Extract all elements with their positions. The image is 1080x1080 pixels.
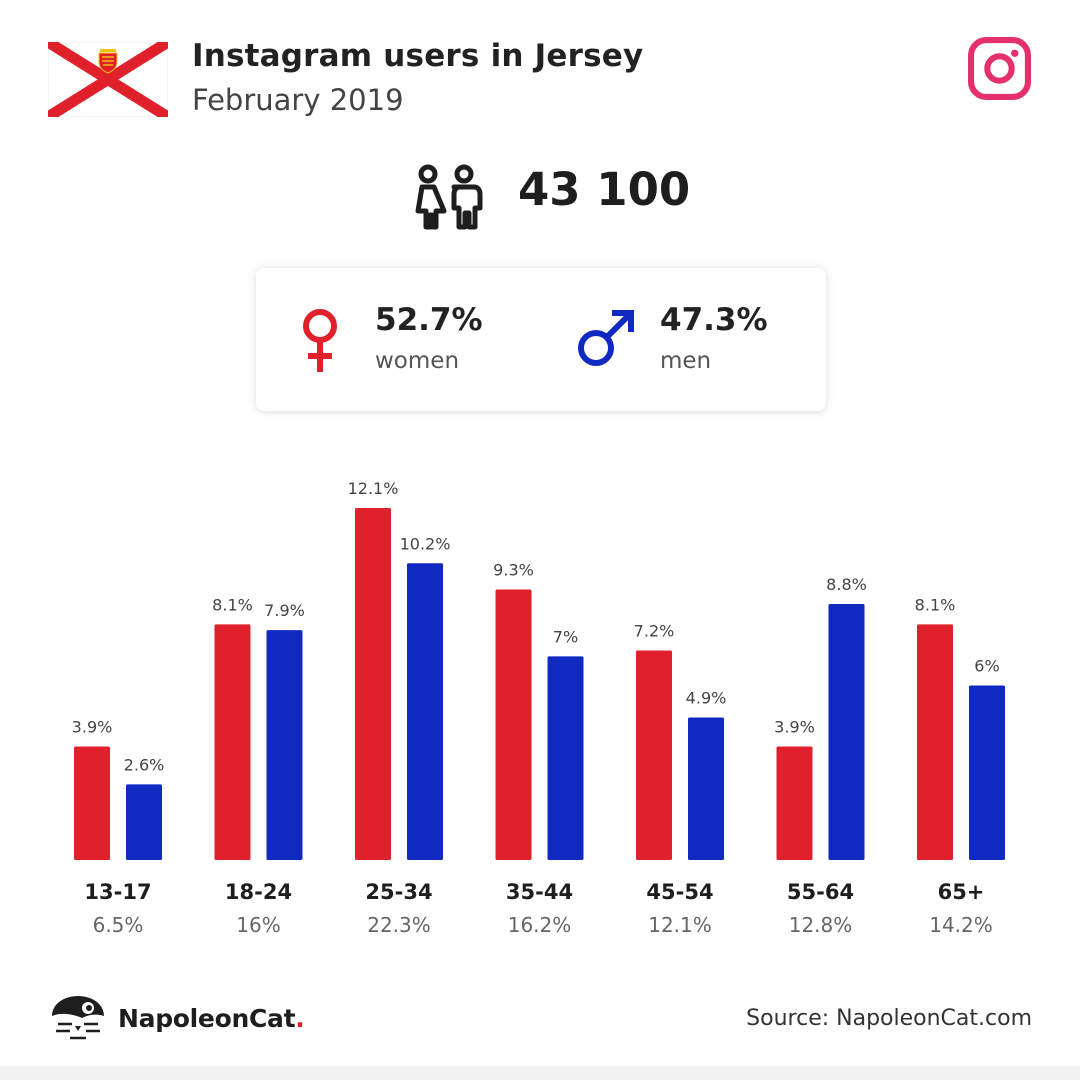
men-bar-55-64 [828, 604, 865, 860]
men-bar-35-44 [547, 656, 584, 860]
bottom-strip [0, 1066, 1080, 1080]
women-bar-35-44 [495, 589, 532, 860]
men-bar-label-45-54: 4.9% [686, 688, 727, 707]
men-bar-25-34 [407, 563, 443, 860]
women-bar-65+ [917, 624, 953, 860]
chart-title: Instagram users in Jersey [192, 38, 644, 74]
women-bar-label-18-24: 8.1% [212, 595, 253, 614]
women-bar-label-35-44: 9.3% [493, 560, 534, 579]
age-category-label-65+: 65+ [938, 880, 985, 904]
men-bar-label-13-17: 2.6% [124, 755, 165, 774]
men-label: men [660, 348, 712, 374]
women-bar-label-13-17: 3.9% [72, 718, 113, 737]
men-bar-label-65+: 6% [974, 656, 999, 675]
instagram-logo-icon [968, 37, 1031, 100]
napoleoncat-logo-icon [52, 996, 104, 1040]
women-bar-18-24 [214, 624, 251, 860]
chart-subtitle: February 2019 [192, 83, 404, 117]
age-category-label-18-24: 18-24 [225, 880, 292, 904]
women-bar-25-34 [355, 508, 391, 860]
male-symbol-icon [578, 310, 634, 366]
men-bar-65+ [969, 685, 1005, 860]
age-category-label-13-17: 13-17 [84, 880, 151, 904]
men-percentage: 47.3% [660, 302, 768, 338]
age-category-total-65+: 14.2% [929, 913, 993, 937]
women-bar-13-17 [74, 746, 110, 860]
women-percentage: 52.7% [375, 302, 483, 338]
men-bar-label-55-64: 8.8% [826, 575, 867, 594]
age-category-total-35-44: 16.2% [508, 913, 572, 937]
women-bar-label-55-64: 3.9% [774, 718, 815, 737]
women-label: women [375, 348, 460, 374]
women-bar-label-45-54: 7.2% [634, 622, 675, 641]
men-bar-label-25-34: 10.2% [400, 534, 451, 553]
female-symbol-icon [303, 309, 337, 372]
gender-card: 52.7% women 47.3% men [256, 268, 826, 411]
women-bar-55-64 [776, 746, 813, 860]
jersey-flag-icon [48, 42, 168, 117]
men-bar-18-24 [266, 630, 303, 860]
men-bar-label-18-24: 7.9% [264, 601, 305, 620]
age-category-label-55-64: 55-64 [787, 880, 854, 904]
age-category-total-45-54: 12.1% [648, 913, 712, 937]
men-bar-45-54 [688, 717, 724, 860]
age-category-label-45-54: 45-54 [646, 880, 713, 904]
age-category-total-13-17: 6.5% [93, 913, 144, 937]
source-text: Source: NapoleonCat.com [746, 1006, 1032, 1031]
women-bar-label-25-34: 12.1% [348, 479, 399, 498]
age-category-total-25-34: 22.3% [367, 913, 431, 937]
age-category-label-25-34: 25-34 [365, 880, 432, 904]
people-icon [415, 164, 483, 230]
men-bar-13-17 [126, 784, 162, 860]
brand-name: NapoleonCat. [118, 1004, 305, 1033]
women-bar-45-54 [636, 650, 672, 860]
age-category-total-55-64: 12.8% [789, 913, 853, 937]
age-category-label-35-44: 35-44 [506, 880, 573, 904]
women-bar-label-65+: 8.1% [915, 595, 956, 614]
age-category-total-18-24: 16% [236, 913, 280, 937]
brand-dot: . [295, 1004, 305, 1033]
total-users: 43 100 [518, 163, 691, 216]
men-bar-label-35-44: 7% [553, 627, 578, 646]
